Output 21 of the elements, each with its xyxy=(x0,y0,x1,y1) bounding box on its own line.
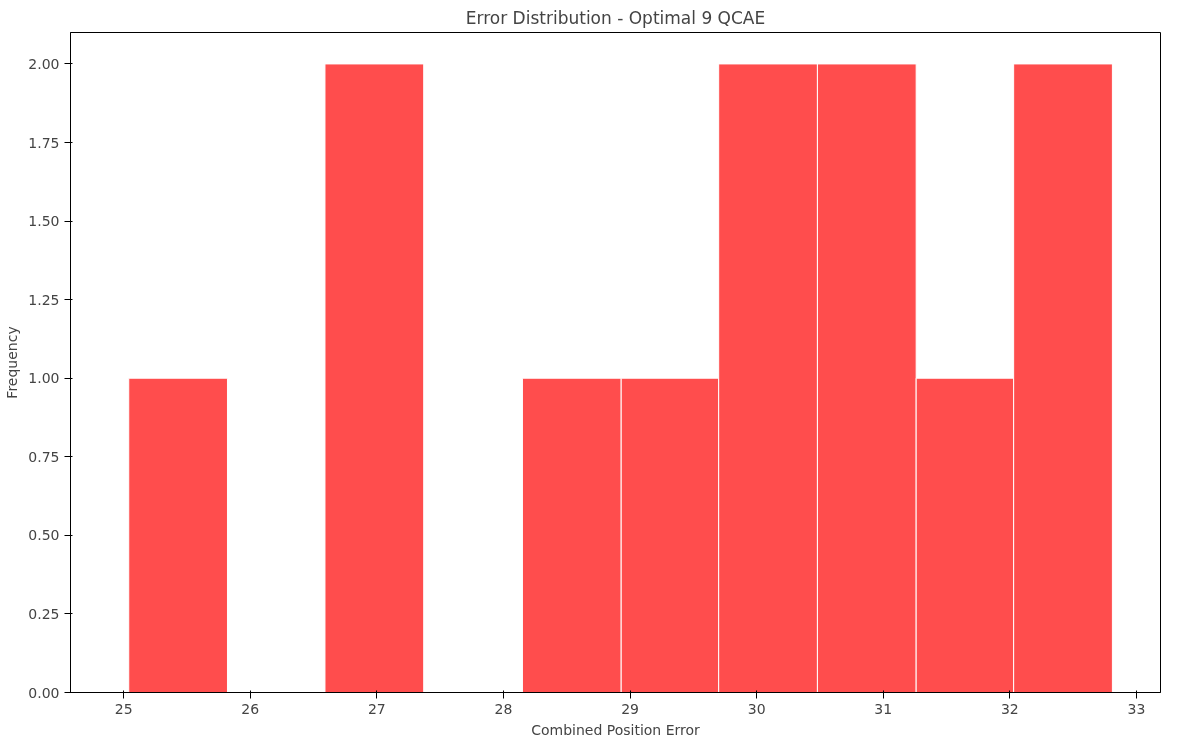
y-tick-label: 0.00 xyxy=(28,684,60,701)
x-axis-title: Combined Position Error xyxy=(531,721,701,738)
x-tick-label: 33 xyxy=(1127,700,1146,717)
y-tick-label: 1.00 xyxy=(28,370,60,387)
y-tick-label: 2.00 xyxy=(28,55,60,72)
x-tick-label: 27 xyxy=(367,700,386,717)
y-axis-title: Frequency xyxy=(4,326,21,399)
y-tick-label: 1.75 xyxy=(28,134,60,151)
x-tick-label: 26 xyxy=(241,700,260,717)
x-tick-label: 32 xyxy=(1000,700,1019,717)
x-tick-label: 25 xyxy=(114,700,133,717)
x-tick-label: 30 xyxy=(747,700,766,717)
y-tick-label: 1.50 xyxy=(28,213,60,230)
x-tick-label: 31 xyxy=(874,700,893,717)
y-tick-label: 0.50 xyxy=(28,527,60,544)
x-tick-label: 28 xyxy=(494,700,513,717)
y-tick-label: 1.25 xyxy=(28,291,60,308)
y-tick-label: 0.75 xyxy=(28,448,60,465)
x-tick-label: 29 xyxy=(621,700,639,717)
chart-title: Error Distribution - Optimal 9 QCAE xyxy=(465,7,766,28)
y-tick-label: 0.25 xyxy=(28,605,60,622)
